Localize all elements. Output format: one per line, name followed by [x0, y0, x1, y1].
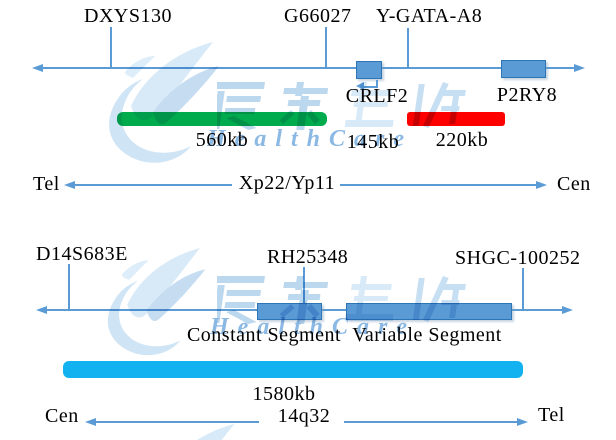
axis-top-tel-label: Tel	[33, 173, 60, 195]
constant-segment-box	[257, 303, 322, 320]
axis-top-right-line	[340, 184, 537, 186]
axis-top-left-line	[73, 184, 232, 186]
axis-top-region-label: Xp22/Yp11	[238, 172, 336, 194]
variable-segment-box	[346, 303, 512, 320]
axis-bottom-cen-label: Cen	[45, 405, 79, 427]
marker-d14s683e-label: D14S683E	[36, 243, 128, 265]
arrow-right-icon	[574, 63, 585, 72]
marker-rh25348-label: RH25348	[267, 246, 349, 268]
chromosome-line-top	[41, 67, 575, 69]
constant-segment-label: Constant Segment	[186, 324, 342, 346]
gene-crlf2-label: CRLF2	[345, 85, 409, 107]
watermark-sliver	[88, 424, 288, 440]
bar-220kb	[407, 112, 505, 126]
variable-segment-label: Variable Segment	[352, 324, 502, 346]
size-1580kb-label: 1580kb	[252, 383, 316, 405]
marker-shgc-100252-tick	[522, 268, 524, 309]
marker-rh25348-tick	[303, 267, 305, 305]
bar-560kb	[117, 112, 327, 126]
marker-shgc-100252-label: SHGC-100252	[455, 247, 581, 269]
arrow-left-icon	[85, 417, 96, 426]
arrow-right-icon	[562, 305, 573, 314]
axis-bottom-left-line	[94, 421, 259, 423]
gene-p2ry8-label: P2RY8	[496, 84, 558, 106]
size-560kb-label: 560kb	[195, 129, 249, 151]
arrow-left-icon	[64, 180, 75, 189]
bar-1580kb	[63, 361, 523, 378]
gene-box-crlf2	[356, 61, 382, 79]
arrow-right-icon	[517, 417, 528, 426]
gene-box-p2ry8	[501, 60, 546, 78]
crlf2-orientation-arrow	[363, 80, 378, 88]
marker-dxys130-tick	[110, 27, 112, 67]
axis-top-cen-label: Cen	[557, 173, 591, 195]
size-220kb-label: 220kb	[435, 129, 489, 151]
arrow-right-icon	[536, 180, 547, 189]
axis-bottom-tel-label: Tel	[538, 404, 565, 426]
watermark-logo-icon	[196, 424, 235, 440]
marker-g66027-tick	[325, 27, 327, 67]
marker-g66027-label: G66027	[284, 5, 352, 27]
marker-dxys130-label: DXYS130	[84, 5, 172, 27]
size-145kb-label: 145kb	[346, 131, 400, 153]
axis-bottom-region-label: 14q32	[277, 405, 331, 427]
arrow-left-icon	[36, 305, 47, 314]
axis-bottom-right-line	[344, 421, 518, 423]
marker-y-gata-a8-tick	[407, 28, 409, 67]
marker-d14s683e-tick	[68, 264, 70, 309]
arrow-left-icon	[32, 63, 43, 72]
marker-y-gata-a8-label: Y-GATA-A8	[376, 5, 483, 27]
